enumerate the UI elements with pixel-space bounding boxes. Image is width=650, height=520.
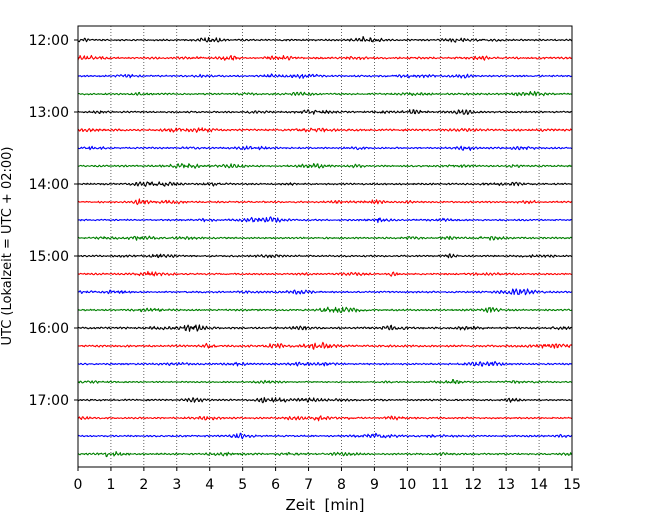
trace-line bbox=[77, 73, 573, 79]
y-tick-label: 15:00 bbox=[29, 249, 69, 265]
trace-line bbox=[77, 145, 573, 151]
x-tick-label: 11 bbox=[431, 477, 449, 493]
x-tick-label: 1 bbox=[106, 477, 115, 493]
x-tick-label: 5 bbox=[238, 477, 247, 493]
trace-group bbox=[77, 35, 573, 458]
x-tick-label: 0 bbox=[74, 477, 83, 493]
trace-line bbox=[77, 378, 573, 385]
y-tick-label: 17:00 bbox=[29, 393, 69, 409]
x-tick-label: 14 bbox=[530, 477, 548, 493]
y-axis-label: UTC (Lokalzeit = UTC + 02:00) bbox=[0, 147, 15, 346]
x-axis-label: Zeit [min] bbox=[285, 496, 364, 514]
trace-line bbox=[77, 432, 573, 440]
trace-line bbox=[77, 54, 573, 61]
trace-line bbox=[77, 127, 573, 133]
y-tick-label: 13:00 bbox=[29, 105, 69, 121]
trace-line bbox=[77, 415, 573, 422]
x-tick-label: 15 bbox=[563, 477, 581, 493]
trace-line bbox=[77, 396, 573, 404]
trace-line bbox=[77, 324, 573, 332]
trace-line bbox=[77, 198, 573, 206]
x-tick-label: 8 bbox=[337, 477, 346, 493]
trace-line bbox=[77, 451, 573, 458]
grid-lines bbox=[110, 26, 540, 467]
y-axis: 12:00 13:00 14:00 15:00 16:00 17:00 bbox=[29, 33, 78, 409]
x-tick-label: 10 bbox=[398, 477, 416, 493]
x-tick-label: 3 bbox=[172, 477, 181, 493]
trace-line bbox=[77, 90, 573, 97]
x-tick-label: 4 bbox=[205, 477, 214, 493]
y-tick-label: 14:00 bbox=[29, 177, 69, 193]
y-tick-label: 16:00 bbox=[29, 321, 69, 337]
x-tick-label: 2 bbox=[139, 477, 148, 493]
trace-line bbox=[77, 360, 573, 367]
x-tick-label: 6 bbox=[271, 477, 280, 493]
x-tick-label: 7 bbox=[304, 477, 313, 493]
x-axis: 0 1 2 3 4 5 6 7 8 9 10 11 12 13 14 15 bbox=[74, 467, 581, 493]
trace-line bbox=[77, 163, 573, 169]
y-tick-label: 12:00 bbox=[29, 33, 69, 49]
x-tick-label: 12 bbox=[464, 477, 482, 493]
trace-line bbox=[77, 235, 573, 241]
trace-line bbox=[77, 253, 573, 259]
trace-line bbox=[77, 270, 573, 277]
trace-line bbox=[77, 181, 573, 187]
trace-line bbox=[77, 306, 573, 314]
trace-line bbox=[77, 288, 573, 296]
x-tick-label: 13 bbox=[497, 477, 515, 493]
plot-frame bbox=[77, 25, 573, 468]
trace-line bbox=[77, 109, 573, 115]
trace-line bbox=[77, 35, 573, 43]
trace-line bbox=[77, 216, 572, 224]
x-tick-label: 9 bbox=[370, 477, 379, 493]
trace-line bbox=[77, 341, 573, 350]
